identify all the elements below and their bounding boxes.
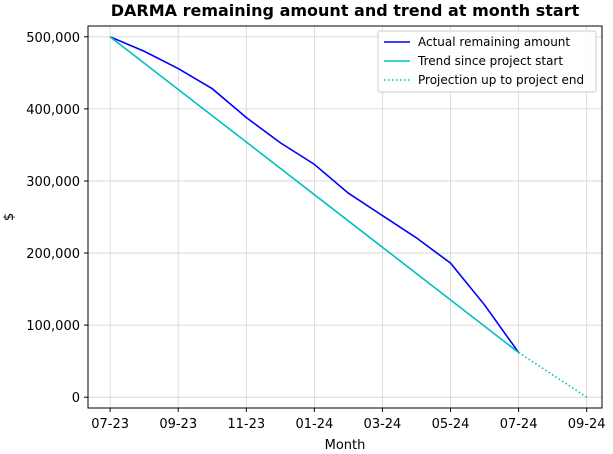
y-tick-label: 200,000 [26, 247, 80, 262]
x-tick-label: 07-23 [91, 417, 129, 432]
x-tick-label: 03-24 [364, 417, 402, 432]
y-axis-label: $ [2, 213, 17, 221]
legend-label: Trend since project start [417, 54, 563, 68]
chart-title: DARMA remaining amount and trend at mont… [111, 1, 580, 20]
plot-frame [87, 25, 603, 409]
x-tick-label: 01-24 [295, 417, 333, 432]
legend: Actual remaining amount Trend since proje… [377, 30, 597, 93]
x-tick-label: 09-23 [159, 417, 197, 432]
y-tick-label: 300,000 [26, 175, 80, 190]
x-axis-label: Month [325, 438, 366, 453]
legend-box [377, 30, 597, 93]
y-tick-label: 0 [72, 391, 80, 406]
y-tick-label: 100,000 [26, 319, 80, 334]
y-axis: 0 100,000 200,000 300,000 400,000 500,000 [26, 31, 88, 406]
x-axis: 07-23 09-23 11-23 01-24 03-24 05-24 07-24 09-24 [91, 408, 606, 432]
y-tick-label: 400,000 [26, 103, 80, 118]
series-line-trend-since-project-start [109, 36, 520, 354]
x-tick-label: 11-23 [227, 417, 265, 432]
series-line-actual-remaining-amount [109, 36, 520, 353]
series-line-projection-up-to-project-end [518, 351, 588, 398]
legend-label: Projection up to project end [418, 73, 584, 87]
x-tick-label: 05-24 [432, 417, 470, 432]
x-tick-label: 09-24 [568, 417, 606, 432]
series-layer [109, 36, 588, 398]
y-tick-label: 500,000 [26, 31, 80, 46]
x-tick-label: 07-24 [500, 417, 538, 432]
legend-label: Actual remaining amount [418, 35, 570, 49]
